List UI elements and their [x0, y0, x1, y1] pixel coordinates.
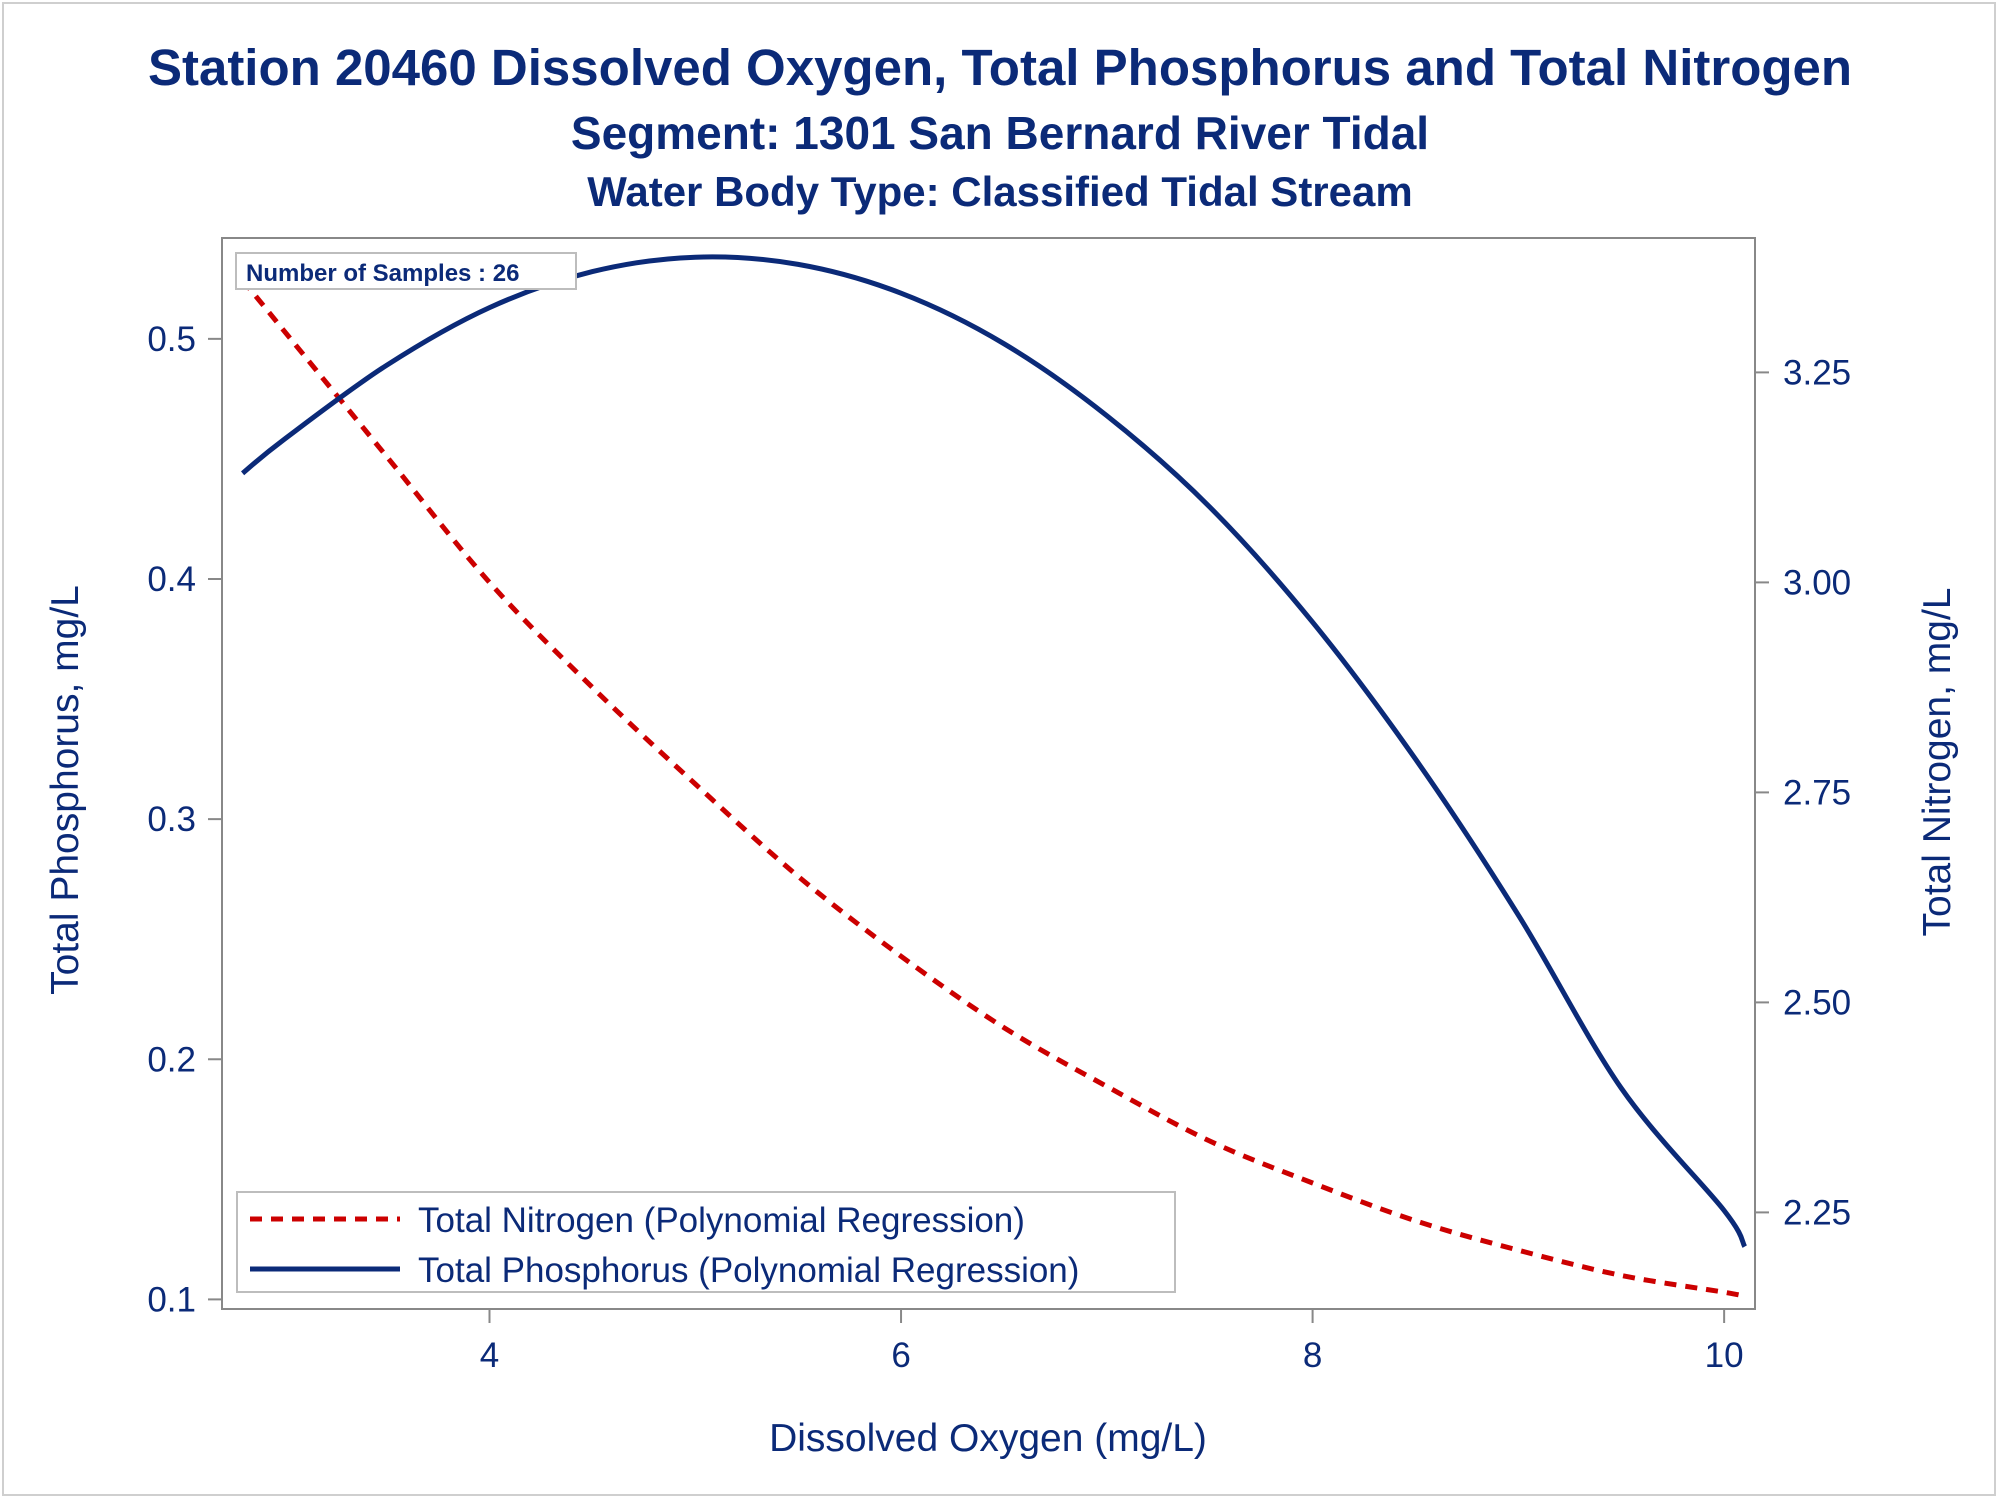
chart-subtitle: Segment: 1301 San Bernard River Tidal: [570, 107, 1430, 159]
legend: Total Nitrogen (Polynomial Regression) T…: [236, 1191, 1176, 1293]
sample-count-annotation: Number of Samples : 26: [235, 252, 577, 290]
legend-label-nitrogen: Total Nitrogen (Polynomial Regression): [418, 1201, 1025, 1240]
annotation-box: [235, 252, 577, 290]
y2-tick-label: 2.25: [1783, 1193, 1851, 1232]
y-tick-label: 0.5: [147, 320, 196, 359]
chart-title: Station 20460 Dissolved Oxygen, Total Ph…: [147, 39, 1853, 96]
chart-subtitle-2: Water Body Type: Classified Tidal Stream: [587, 168, 1413, 215]
y-axis-right: 2.25 2.50 2.75 3.00 3.25: [1755, 353, 1851, 1232]
legend-label-phosphorus: Total Phosphorus (Polynomial Regression): [418, 1251, 1079, 1290]
y2-tick-label: 3.25: [1783, 353, 1851, 392]
y-tick-label: 0.3: [147, 800, 196, 839]
y2-tick-label: 3.00: [1783, 563, 1851, 602]
x-tick-label: 4: [480, 1336, 499, 1375]
y-tick-label: 0.2: [147, 1040, 196, 1079]
y2-tick-label: 2.50: [1783, 983, 1851, 1022]
series-line-phosphorus: [241, 254, 1747, 1248]
x-tick-label: 8: [1303, 1336, 1322, 1375]
x-axis: 4 6 8 10: [480, 1309, 1744, 1375]
series-line-nitrogen: [240, 278, 1746, 1299]
y-axis-label: Total Phosphorus, mg/L: [44, 585, 87, 995]
y2-axis-label: Total Nitrogen, mg/L: [1916, 587, 1959, 936]
x-tick-label: 6: [891, 1336, 910, 1375]
y-tick-label: 0.1: [147, 1280, 196, 1319]
plot-area: [221, 237, 1756, 1310]
x-tick-label: 10: [1705, 1336, 1744, 1375]
series-layer: [240, 254, 1747, 1299]
y-axis-left: 0.1 0.2 0.3 0.4 0.5: [147, 320, 222, 1319]
annotation-text: Number of Samples : 26: [246, 260, 519, 287]
y-tick-label: 0.4: [147, 560, 196, 599]
x-axis-label: Dissolved Oxygen (mg/L): [769, 1417, 1207, 1460]
y2-tick-label: 2.75: [1783, 773, 1851, 812]
legend-box: [236, 1191, 1176, 1293]
